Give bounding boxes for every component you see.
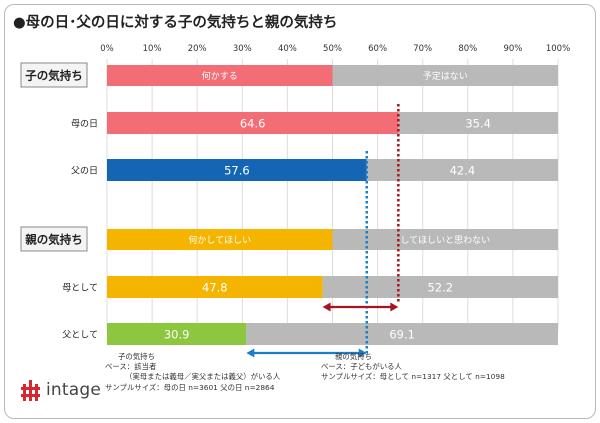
group-label-box (20, 62, 88, 88)
bar-segment (107, 159, 367, 181)
bar-segment (246, 323, 558, 345)
legend-label: 何かしてほしい (188, 234, 251, 246)
x-tick-label: 10% (143, 44, 162, 54)
data-label: 47.8 (202, 281, 228, 295)
intage-logo-text: intage (46, 380, 102, 400)
x-tick-label: 90% (503, 44, 522, 54)
gap-arrow-father-head-right (358, 348, 367, 358)
note-child-base: ベース：該当者 (105, 362, 157, 371)
note-parent-base: ベース：子どもがいる人 (321, 362, 402, 371)
note-child-sample: サンプルサイズ：母の日 n=3601 父の日 n=2864 (105, 383, 275, 392)
data-label: 64.6 (240, 117, 266, 131)
gap-arrow-father-head-left (246, 348, 255, 358)
chart-frame: ●母の日･父の日に対する子の気持ちと親の気持ち 0% 10% 20% 30% 40% 50%… (4, 4, 596, 419)
legend-label: してほしいと思わない (400, 235, 490, 246)
bar-segment (322, 276, 558, 298)
bar-segment (107, 276, 323, 298)
group-label-box (20, 226, 88, 252)
intage-logo: intage (20, 378, 140, 408)
data-label: 57.6 (224, 164, 250, 178)
category-label: 母の日 (71, 119, 98, 130)
group-label: 親の気持ち (25, 233, 83, 247)
note-child-title: 子の気持ち (118, 352, 155, 361)
legend-bar-segment (107, 229, 333, 250)
x-tick-label: 20% (188, 44, 207, 54)
x-tick-label: 30% (233, 44, 252, 54)
legend-bar-segment (107, 65, 333, 86)
category-label: 父として (62, 330, 98, 341)
x-tick-label: 40% (278, 44, 297, 54)
category-label: 母として (62, 283, 98, 294)
x-tick-label: 100% (546, 44, 570, 54)
legend-bar-segment (332, 65, 558, 86)
gap-arrow-mother-head-right (390, 302, 399, 312)
intage-logo-icon (21, 380, 40, 401)
data-label: 30.9 (164, 328, 190, 342)
legend-bar-segment (332, 229, 558, 250)
note-parent-sample: サンプルサイズ：母として n=1317 父として n=1098 (321, 372, 505, 381)
bar-segment (107, 323, 247, 345)
x-tick-label: 80% (458, 44, 477, 54)
x-tick-label: 70% (413, 44, 432, 54)
data-label: 42.4 (450, 164, 476, 178)
data-label: 35.4 (465, 117, 491, 131)
bar-segment (107, 112, 399, 134)
legend-label: 予定はない (423, 70, 468, 82)
x-tick-label: 60% (368, 44, 387, 54)
bar-segment (366, 159, 558, 181)
x-tick-label: 0% (100, 44, 114, 54)
legend-label: 何かする (202, 70, 238, 82)
data-label: 52.2 (427, 281, 453, 295)
note-parent-title: 親の気持ち (335, 352, 372, 361)
group-label: 子の気持ち (25, 69, 83, 83)
data-label: 69.1 (389, 328, 415, 342)
category-label: 父の日 (71, 166, 98, 177)
chart-title: ●母の日･父の日に対する子の気持ちと親の気持ち (13, 13, 337, 31)
bar-segment (398, 112, 558, 134)
gap-arrow-mother-head-left (322, 302, 331, 312)
x-tick-label: 50% (323, 44, 342, 54)
note-child-base-detail: （実母または義母／実父または義父）がいる人 (125, 372, 281, 381)
chart: ●母の日･父の日に対する子の気持ちと親の気持ち 0% 10% 20% 30% 40% 50%… (13, 13, 570, 358)
